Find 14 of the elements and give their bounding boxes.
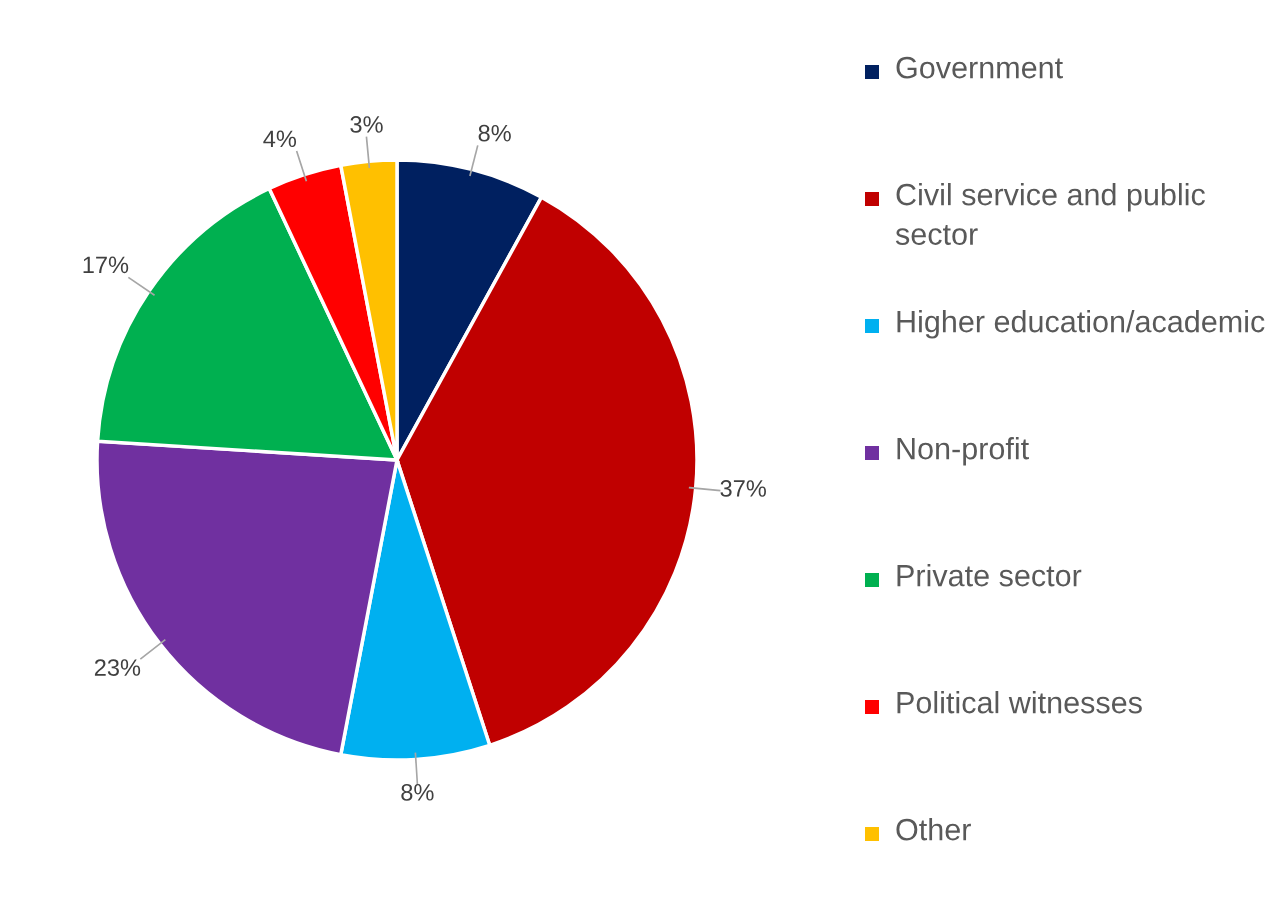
legend-label: Higher education/academic xyxy=(897,310,1265,339)
legend-label: Political witnesses xyxy=(897,691,1142,714)
data-label: 17% xyxy=(83,256,129,274)
data-label: 23% xyxy=(94,659,141,676)
data-label: 37% xyxy=(720,480,766,497)
legend-label: Government xyxy=(896,56,1063,79)
data-label: 8% xyxy=(478,124,511,142)
data-label: 4% xyxy=(263,130,297,148)
data-label: 3% xyxy=(350,116,383,133)
legend-label: Civil service and public sector xyxy=(895,183,1205,245)
data-label: 8% xyxy=(401,783,434,801)
legend-label: Private sector xyxy=(897,564,1082,587)
legend-label: Other xyxy=(896,818,971,841)
legend-label: Non-profit xyxy=(897,437,1029,466)
